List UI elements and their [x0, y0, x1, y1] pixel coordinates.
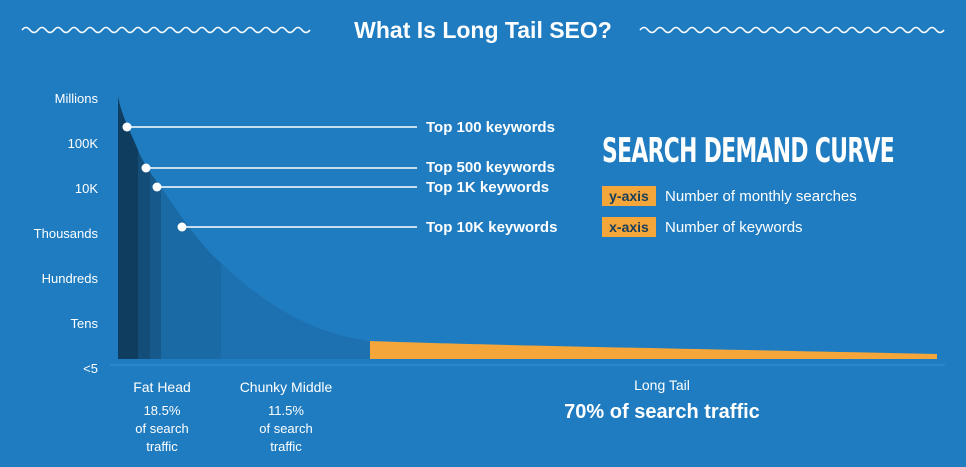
- y-tick: Hundreds: [42, 271, 99, 286]
- segment-long-tail: Long Tail 70% of search traffic: [564, 377, 760, 423]
- y-tick: Thousands: [34, 226, 99, 241]
- y-tick: 100K: [68, 136, 99, 151]
- callout-dot: [122, 122, 132, 132]
- y-tick: <5: [83, 361, 98, 376]
- segment-name: Fat Head: [133, 379, 191, 395]
- segment-share: of search: [259, 421, 312, 436]
- fat-head-band: [150, 172, 161, 359]
- header-wave-right: [639, 26, 945, 34]
- page-title: What Is Long Tail SEO?: [354, 17, 612, 43]
- header-wave-left: [21, 26, 311, 34]
- long-tail-band: [370, 341, 937, 359]
- legend-text: Number of keywords: [665, 219, 803, 236]
- header: What Is Long Tail SEO?: [21, 17, 945, 43]
- callout-top-500: Top 500 keywords: [426, 159, 555, 176]
- segment-share: 18.5%: [144, 403, 181, 418]
- y-axis: Millions 100K 10K Thousands Hundreds Ten…: [34, 91, 99, 376]
- callout-dot: [152, 182, 162, 192]
- segment-share: 70% of search traffic: [564, 401, 760, 423]
- callout-dot: [141, 163, 151, 173]
- fat-head-band: [118, 96, 138, 359]
- segment-fat-head: Fat Head 18.5% of search traffic: [133, 379, 191, 454]
- y-tick: Millions: [55, 91, 99, 106]
- legend-badge-label: y-axis: [609, 188, 649, 204]
- callout-top-100: Top 100 keywords: [426, 119, 555, 136]
- segment-name: Chunky Middle: [240, 379, 333, 395]
- legend-badge-label: x-axis: [609, 219, 649, 235]
- segment-chunky-middle: Chunky Middle 11.5% of search traffic: [240, 379, 333, 454]
- fat-head-band: [138, 150, 150, 359]
- segment-name: Long Tail: [634, 377, 690, 393]
- chart-title: SEARCH DEMAND CURVE: [602, 131, 894, 171]
- segment-share: of search: [135, 421, 188, 436]
- segment-share: 11.5%: [268, 403, 304, 418]
- legend-badge: [602, 186, 656, 206]
- demand-curve: [110, 96, 945, 366]
- callout-dot: [177, 222, 187, 232]
- legend-badge: [602, 217, 656, 237]
- callout-top-1k: Top 1K keywords: [426, 179, 549, 196]
- y-tick: 10K: [75, 181, 98, 196]
- chunky-middle-band: [221, 263, 370, 359]
- segment-share: traffic: [146, 439, 178, 454]
- callouts: Top 100 keywords Top 500 keywords Top 1K…: [122, 119, 557, 236]
- y-tick: Tens: [71, 316, 99, 331]
- chunky-middle-band: [161, 187, 221, 359]
- legend-text: Number of monthly searches: [665, 188, 857, 205]
- legend: y-axis Number of monthly searches x-axis…: [602, 186, 857, 237]
- segment-share: traffic: [270, 439, 302, 454]
- callout-top-10k: Top 10K keywords: [426, 219, 557, 236]
